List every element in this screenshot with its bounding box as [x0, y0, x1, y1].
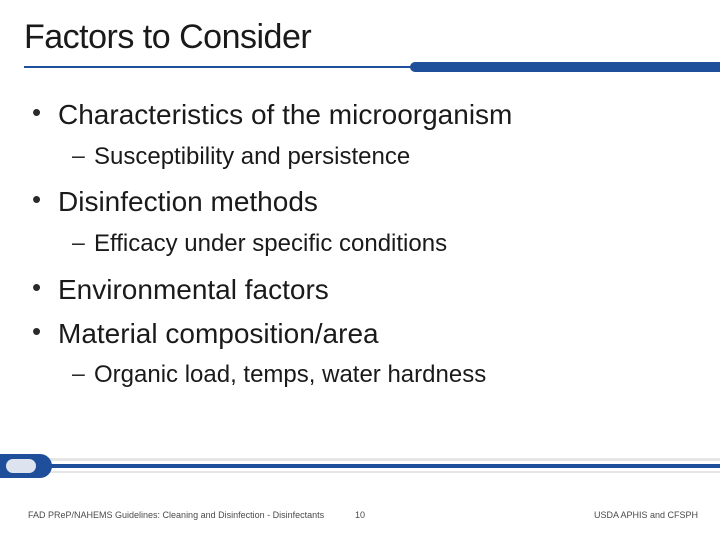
- footer-text-row: FAD PReP/NAHEMS Guidelines: Cleaning and…: [0, 502, 720, 522]
- title-underline: [24, 62, 720, 72]
- bullet-text: Disinfection methods: [58, 183, 318, 221]
- bullet-lvl1: • Disinfection methods: [30, 183, 690, 221]
- bullet-text: Material composition/area: [58, 315, 379, 353]
- bullet-dash-icon: –: [72, 140, 94, 171]
- bullet-subtext: Susceptibility and persistence: [94, 140, 410, 174]
- footer-band: [0, 458, 720, 492]
- bullet-text: Environmental factors: [58, 271, 329, 309]
- bullet-lvl2: – Efficacy under specific conditions: [72, 227, 690, 261]
- bullet-lvl2: – Susceptibility and persistence: [72, 140, 690, 174]
- footer-line: [0, 471, 720, 473]
- footer-left-text: FAD PReP/NAHEMS Guidelines: Cleaning and…: [28, 510, 324, 520]
- slide: Factors to Consider • Characteristics of…: [0, 0, 720, 540]
- bullet-dot-icon: •: [30, 315, 58, 349]
- bullet-lvl1: • Environmental factors: [30, 271, 690, 309]
- bullet-dash-icon: –: [72, 358, 94, 389]
- title-underline-tab: [410, 62, 720, 72]
- footer-line: [0, 458, 720, 461]
- bullet-dot-icon: •: [30, 96, 58, 130]
- bullet-lvl1: • Characteristics of the microorganism: [30, 96, 690, 134]
- slide-title: Factors to Consider: [24, 18, 720, 57]
- bullet-lvl1: • Material composition/area: [30, 315, 690, 353]
- bullet-dash-icon: –: [72, 227, 94, 258]
- bullet-subtext: Organic load, temps, water hardness: [94, 358, 486, 392]
- content-area: • Characteristics of the microorganism –…: [30, 96, 690, 402]
- bullet-lvl2: – Organic load, temps, water hardness: [72, 358, 690, 392]
- bullet-dot-icon: •: [30, 271, 58, 305]
- bullet-subtext: Efficacy under specific conditions: [94, 227, 447, 261]
- bullet-text: Characteristics of the microorganism: [58, 96, 512, 134]
- footer-right-text: USDA APHIS and CFSPH: [594, 510, 698, 520]
- footer-cap-inner: [6, 459, 36, 473]
- bullet-dot-icon: •: [30, 183, 58, 217]
- footer-cap-icon: [0, 454, 52, 478]
- slide-number: 10: [355, 510, 365, 520]
- footer-line-accent: [0, 464, 720, 468]
